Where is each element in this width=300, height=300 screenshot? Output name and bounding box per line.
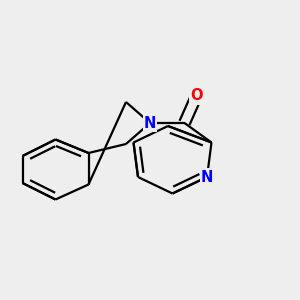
Text: O: O <box>190 88 203 104</box>
Text: N: N <box>201 169 213 184</box>
Text: N: N <box>144 116 156 130</box>
